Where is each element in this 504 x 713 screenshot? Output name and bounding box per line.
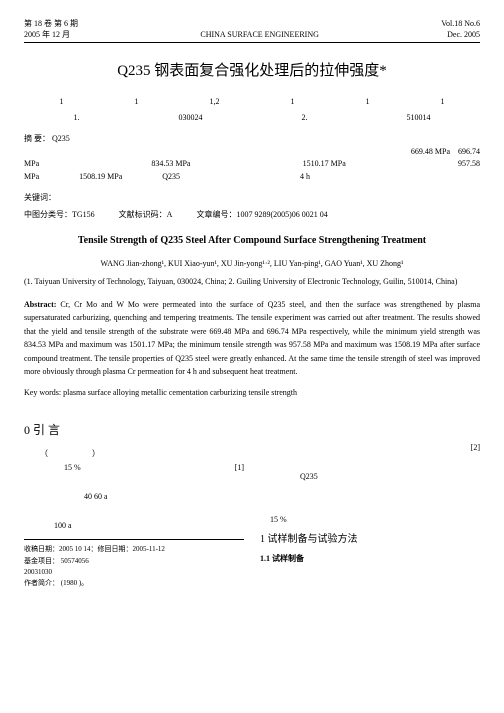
author-sup: 1 (60, 96, 64, 107)
clc-number: 中图分类号：TG156 (24, 209, 95, 220)
keywords-en: Key words: plasma surface alloying metal… (24, 387, 480, 398)
body-paragraph-right: [2] Q235 15 % (260, 412, 480, 527)
date-en: Dec. 2005 (441, 29, 480, 40)
left-column: 0 引 言 （ ） 15 % [1] 40 60 a 100 a 收稿日期：20… (24, 412, 244, 589)
fund-project: 基金项目： 50574056 (24, 556, 244, 567)
author-bio: 作者简介： (1980 )。 (24, 578, 244, 589)
paren-open: （ (40, 449, 48, 458)
section-0-heading: 0 引 言 (24, 422, 244, 439)
page-header: 第 18 卷 第 6 期 2005 年 12 月 CHINA SURFACE E… (24, 18, 480, 40)
numbers: 40 60 a (84, 490, 244, 504)
author-sup: 1 (366, 96, 370, 107)
header-center: CHINA SURFACE ENGINEERING (200, 18, 319, 40)
abstract-en-label: Abstract: (24, 300, 56, 309)
abstract-cn-label: 摘 要： (24, 134, 50, 143)
footer-block: 收稿日期：2005 10 14：修回日期：2005-11-12 基金项目： 50… (24, 539, 244, 589)
received-date: 收稿日期：2005 10 14：修回日期：2005-11-12 (24, 544, 244, 555)
author-sup: 1,2 (210, 96, 220, 107)
unit: MPa (24, 171, 39, 184)
value: 1508.19 MPa (79, 171, 122, 184)
keywords-en-text: plasma surface alloying metallic cementa… (63, 388, 297, 397)
material: Q235 (300, 470, 480, 484)
affil-en: (1. Taiyuan University of Technology, Ta… (24, 276, 480, 288)
value: 1510.17 MPa (303, 158, 346, 171)
header-right: Vol.18 No.6 Dec. 2005 (441, 18, 480, 40)
article-title-en: Tensile Strength of Q235 Steel After Com… (24, 234, 480, 248)
author-sup: 1 (441, 96, 445, 107)
value: 834.53 MPa (151, 158, 190, 171)
value: 957.58 (458, 158, 480, 171)
right-column: [2] Q235 15 % 1 试样制备与试验方法 1.1 试样制备 (260, 412, 480, 589)
volume-issue-cn: 第 18 卷 第 6 期 (24, 18, 78, 29)
article-id: 文章编号：1007 9289(2005)06 0021 04 (196, 209, 327, 220)
affil-1-code: 030024 (179, 112, 203, 123)
fund-code: 20031030 (24, 567, 244, 578)
classification-row: 中图分类号：TG156 文献标识码：A 文章编号：1007 9289(2005)… (24, 209, 480, 220)
ref: [1] (235, 461, 244, 475)
author-sup: 1 (135, 96, 139, 107)
affil-1: 1. (74, 112, 80, 123)
value: 696.74 (458, 147, 480, 156)
affil-2-code: 510014 (407, 112, 431, 123)
volume-issue-en: Vol.18 No.6 (441, 18, 480, 29)
doc-code: 文献标识码：A (119, 209, 173, 220)
unit: MPa (24, 158, 39, 171)
paren-close: ） (92, 449, 100, 458)
date-cn: 2005 年 12 月 (24, 29, 78, 40)
abstract-cn: 摘 要： Q235 669.48 MPa 696.74 MPa 834.53 M… (24, 133, 480, 184)
header-rule (24, 42, 480, 43)
keywords-cn: 关键词： (24, 192, 480, 203)
number: 100 a (54, 519, 244, 533)
material: Q235 (162, 171, 180, 184)
time: 4 h (300, 171, 310, 184)
article-title-cn: Q235 钢表面复合强化处理后的拉伸强度* (24, 61, 480, 82)
value: 669.48 MPa (411, 147, 450, 156)
author-sup: 1 (291, 96, 295, 107)
section-1-1-heading: 1.1 试样制备 (260, 553, 480, 564)
affil-2: 2. (302, 112, 308, 123)
section-1-heading: 1 试样制备与试验方法 (260, 533, 480, 547)
percent: 15 % (270, 513, 480, 527)
affil-cn-row: 1. 030024 2. 510014 (24, 112, 480, 123)
authors-en: WANG Jian-zhong¹, KUI Xiao-yun¹, XU Jin-… (24, 258, 480, 269)
abstract-en: Abstract: Cr, Cr Mo and W Mo were permea… (24, 298, 480, 380)
ref: [2] (260, 441, 480, 455)
body-columns: 0 引 言 （ ） 15 % [1] 40 60 a 100 a 收稿日期：20… (24, 412, 480, 589)
percent: 15 % (64, 461, 81, 475)
abstract-cn-text: Q235 (52, 134, 70, 143)
abstract-en-text: Cr, Cr Mo and W Mo were permeated into t… (24, 300, 480, 377)
journal-title: CHINA SURFACE ENGINEERING (200, 29, 319, 40)
keywords-en-label: Key words: (24, 388, 61, 397)
authors-cn-row: 1 1 1,2 1 1 1 (24, 96, 480, 107)
body-paragraph: （ ） 15 % [1] 40 60 a 100 a (24, 447, 244, 533)
header-left: 第 18 卷 第 6 期 2005 年 12 月 (24, 18, 78, 40)
